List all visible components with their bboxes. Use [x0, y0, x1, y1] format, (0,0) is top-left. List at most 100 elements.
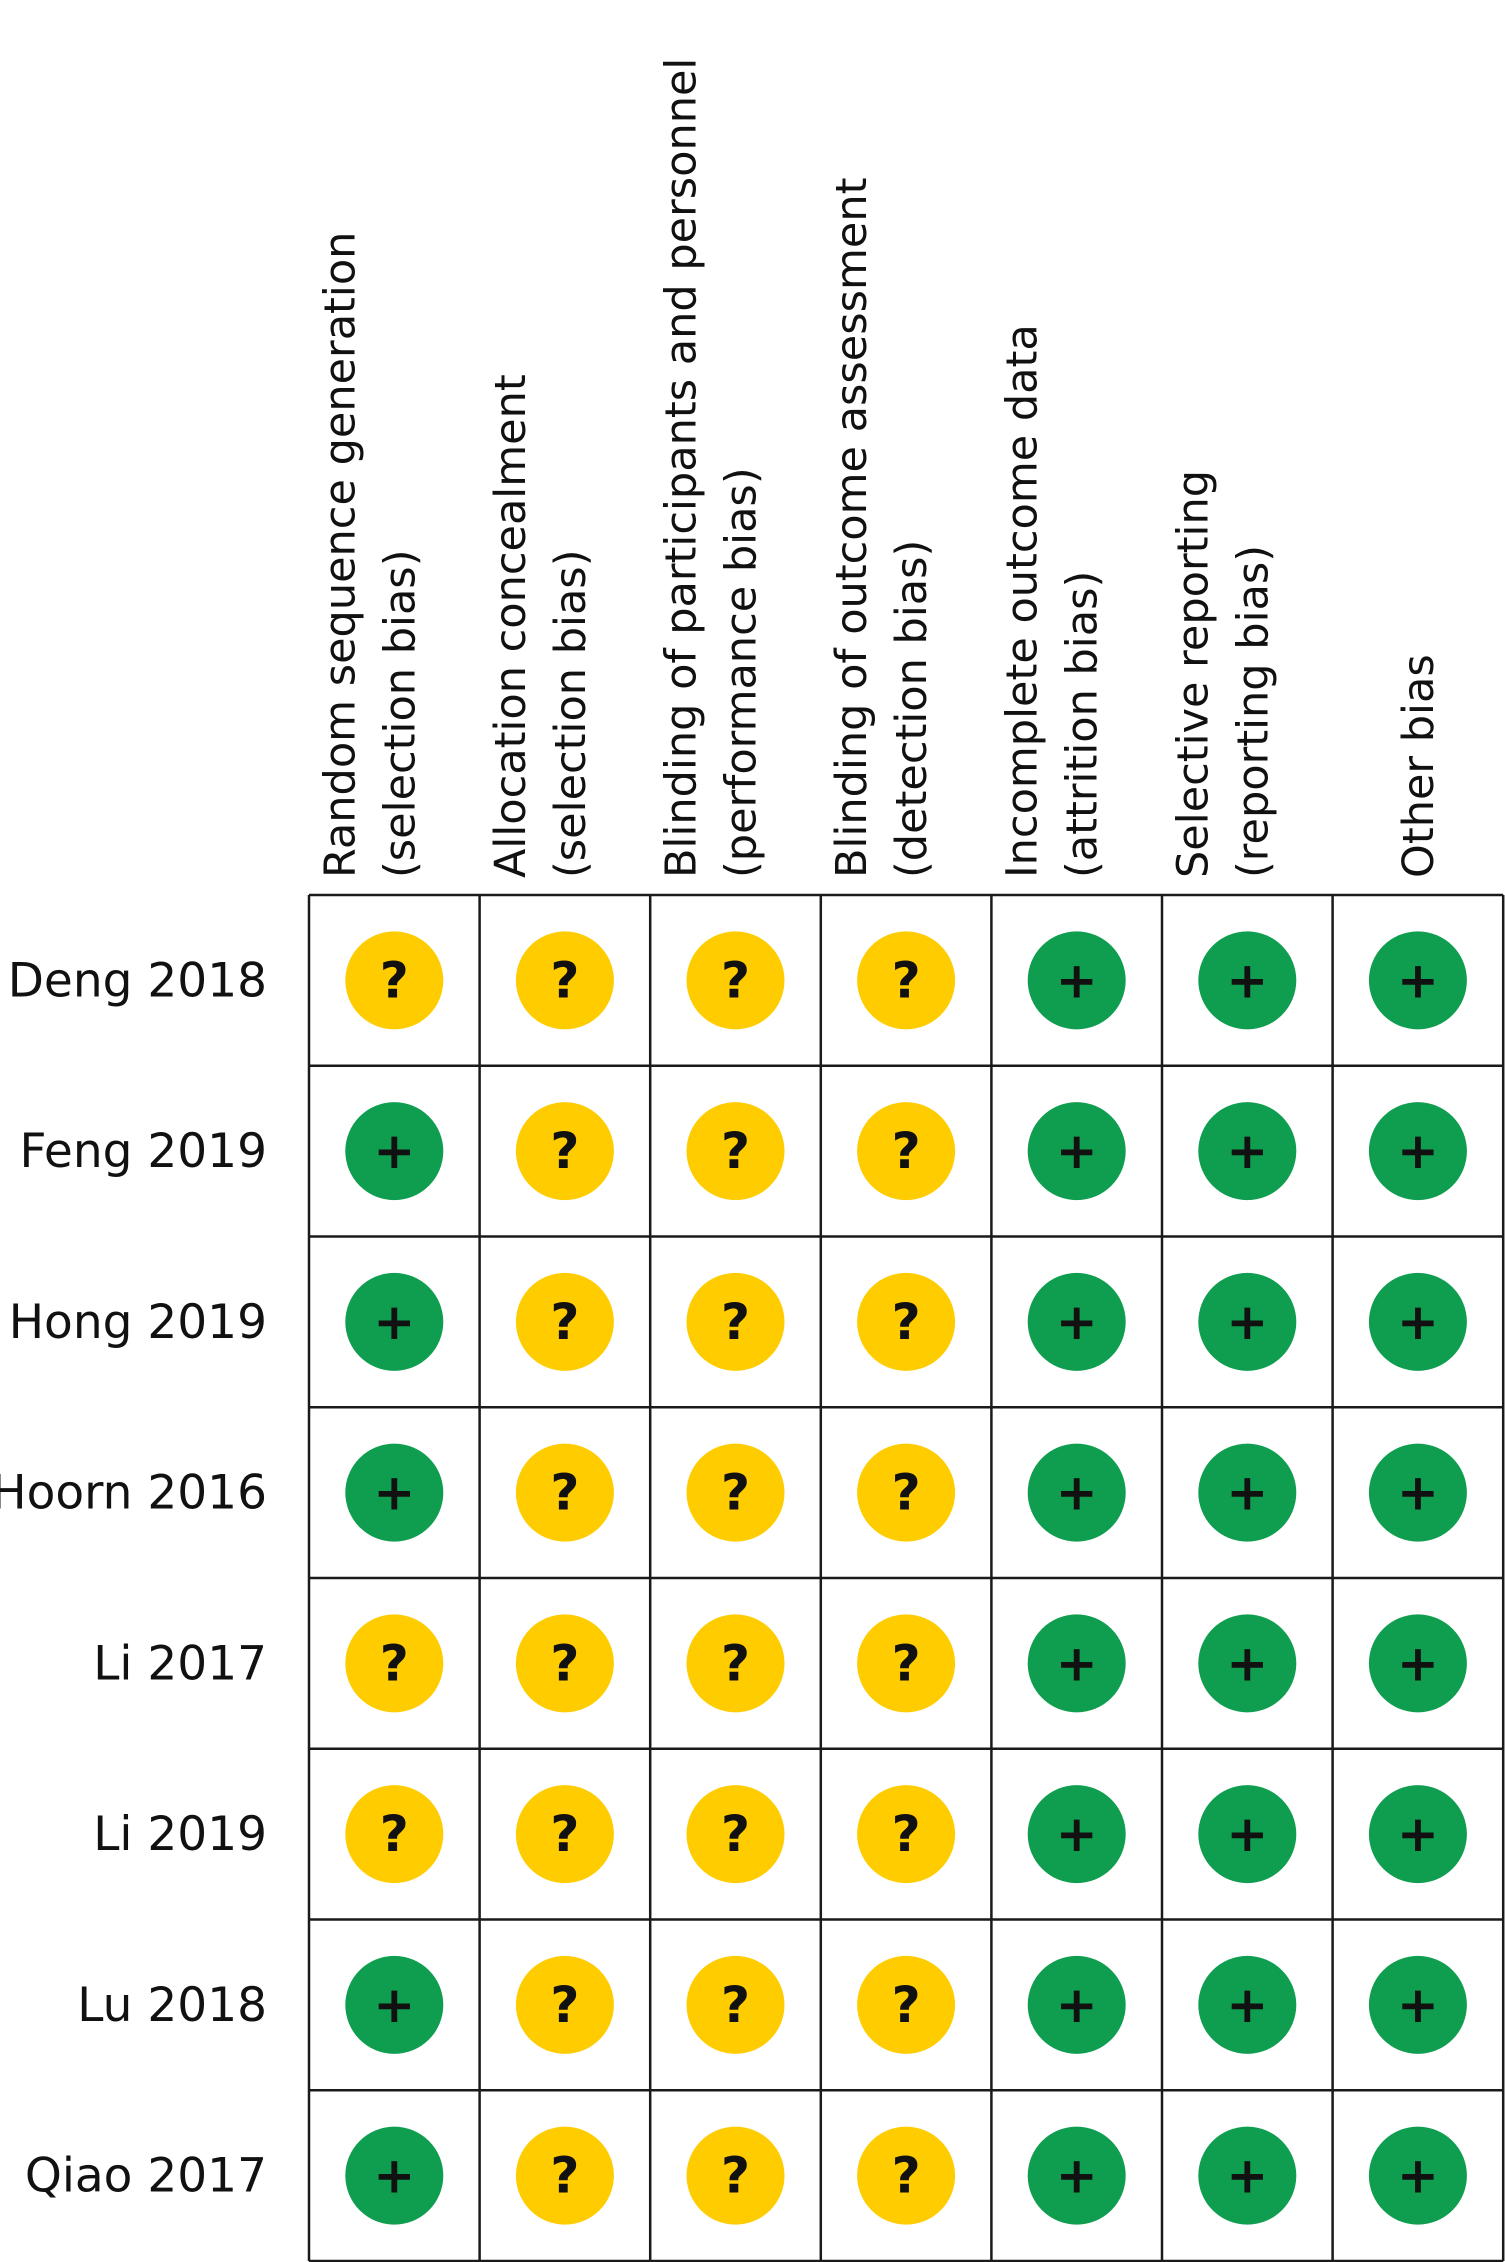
rating-symbol: ? — [721, 1805, 750, 1863]
study-label: Hoorn 2016 — [0, 1466, 267, 1521]
column-header-subline: (reporting bias) — [1228, 545, 1278, 878]
low-risk-marker — [1368, 2126, 1467, 2225]
unclear-risk-marker — [857, 1272, 956, 1371]
unclear-risk-marker — [857, 1614, 956, 1713]
unclear-risk-marker — [857, 1955, 956, 2054]
rating-symbol: + — [373, 1122, 415, 1180]
unclear-risk-marker — [686, 1785, 785, 1884]
unclear-risk-marker — [857, 931, 956, 1030]
low-risk-marker — [1368, 1443, 1467, 1542]
unclear-risk-marker — [857, 1785, 956, 1884]
rating-symbol: ? — [892, 1634, 921, 1692]
rating-symbol: + — [1397, 1122, 1439, 1180]
low-risk-marker — [345, 2126, 444, 2225]
rating-symbol: ? — [892, 1122, 921, 1180]
low-risk-marker — [1198, 1102, 1297, 1201]
low-risk-marker — [1368, 1102, 1467, 1201]
unclear-risk-marker — [345, 1785, 444, 1884]
low-risk-marker — [1368, 1272, 1467, 1371]
unclear-risk-marker — [345, 1614, 444, 1713]
rating-symbol: ? — [721, 951, 750, 1009]
low-risk-marker — [345, 1443, 444, 1542]
low-risk-marker — [1368, 1614, 1467, 1713]
low-risk-marker — [1198, 2126, 1297, 2225]
rating-symbol: ? — [550, 1805, 579, 1863]
rating-symbol: ? — [892, 1805, 921, 1863]
rating-symbol: ? — [380, 1805, 409, 1863]
low-risk-marker — [1027, 1785, 1126, 1884]
study-labels: Deng 2018 Feng 2019 Hong 2019 Hoorn 2016 Li … — [0, 953, 267, 2203]
low-risk-marker — [1027, 1614, 1126, 1713]
rating-symbol: + — [1397, 2147, 1439, 2205]
rating-symbol: + — [1397, 1976, 1439, 2034]
rating-symbol: ? — [550, 951, 579, 1009]
low-risk-marker — [345, 1955, 444, 2054]
rating-symbol: + — [1397, 1634, 1439, 1692]
low-risk-marker — [1027, 931, 1126, 1030]
study-label: Qiao 2017 — [25, 2149, 267, 2204]
unclear-risk-marker — [857, 2126, 956, 2225]
unclear-risk-marker — [686, 1443, 785, 1542]
column-header-line: Random sequence generation — [315, 232, 365, 878]
rating-symbol: ? — [721, 2147, 750, 2205]
unclear-risk-marker — [686, 1614, 785, 1713]
unclear-risk-marker — [515, 1955, 614, 2054]
rating-symbol: ? — [550, 1976, 579, 2034]
low-risk-marker — [1198, 1443, 1297, 1542]
rating-symbol: + — [1056, 1976, 1098, 2034]
column-header-line: Other bias — [1394, 654, 1444, 878]
low-risk-marker — [1198, 1272, 1297, 1371]
column-header-line: Blinding of outcome assessment — [827, 178, 877, 878]
study-label: Hong 2019 — [9, 1295, 267, 1350]
unclear-risk-marker — [515, 1443, 614, 1542]
rating-symbol: + — [1056, 1805, 1098, 1863]
rating-symbol: ? — [721, 1122, 750, 1180]
rating-symbol: + — [1226, 1805, 1268, 1863]
rating-symbol: ? — [550, 1293, 579, 1351]
rating-symbol: + — [1397, 1464, 1439, 1522]
rating-symbol: + — [1226, 1634, 1268, 1692]
rating-symbol: ? — [550, 2147, 579, 2205]
low-risk-marker — [1027, 1955, 1126, 2054]
column-header-subline: (attrition bias) — [1058, 571, 1108, 878]
rating-cells: ???? + + + +??? + + + +??? + + + +??? + + +???? + + +???? +… — [345, 931, 1467, 2225]
rating-symbol: ? — [892, 951, 921, 1009]
low-risk-marker — [345, 1102, 444, 1201]
column-header-line: Allocation concealment — [486, 374, 536, 878]
unclear-risk-marker — [515, 2126, 614, 2225]
rating-symbol: + — [1397, 951, 1439, 1009]
column-header-line: Incomplete outcome data — [998, 324, 1048, 878]
low-risk-marker — [1198, 1785, 1297, 1884]
rating-symbol: ? — [380, 951, 409, 1009]
rating-symbol: ? — [721, 1976, 750, 2034]
low-risk-marker — [1368, 1955, 1467, 2054]
rating-symbol: + — [373, 1976, 415, 2034]
rating-symbol: ? — [550, 1464, 579, 1522]
rating-symbol: ? — [721, 1293, 750, 1351]
rating-symbol: ? — [380, 1634, 409, 1692]
rating-symbol: + — [1226, 2147, 1268, 2205]
table-grid — [307, 893, 1505, 2262]
unclear-risk-marker — [515, 1102, 614, 1201]
rating-symbol: + — [1226, 1293, 1268, 1351]
low-risk-marker — [1027, 1443, 1126, 1542]
unclear-risk-marker — [515, 1614, 614, 1713]
low-risk-marker — [1368, 1785, 1467, 1884]
rating-symbol: ? — [550, 1634, 579, 1692]
rating-symbol: + — [1226, 1122, 1268, 1180]
low-risk-marker — [1198, 931, 1297, 1030]
column-headers: Random sequence generation (selection bia… — [315, 58, 1444, 878]
rating-symbol: + — [1397, 1293, 1439, 1351]
study-label: Lu 2018 — [77, 1978, 267, 2033]
rating-symbol: + — [1056, 1293, 1098, 1351]
rating-symbol: + — [1056, 951, 1098, 1009]
rating-symbol: + — [1056, 1634, 1098, 1692]
column-header-subline: (selection bias) — [375, 550, 425, 878]
unclear-risk-marker — [686, 1955, 785, 2054]
unclear-risk-marker — [515, 1272, 614, 1371]
study-label: Deng 2018 — [8, 953, 267, 1008]
rating-symbol: + — [373, 2147, 415, 2205]
column-header-subline: (selection bias) — [546, 550, 596, 878]
rating-symbol: + — [1226, 951, 1268, 1009]
study-label: Li 2017 — [93, 1636, 267, 1691]
